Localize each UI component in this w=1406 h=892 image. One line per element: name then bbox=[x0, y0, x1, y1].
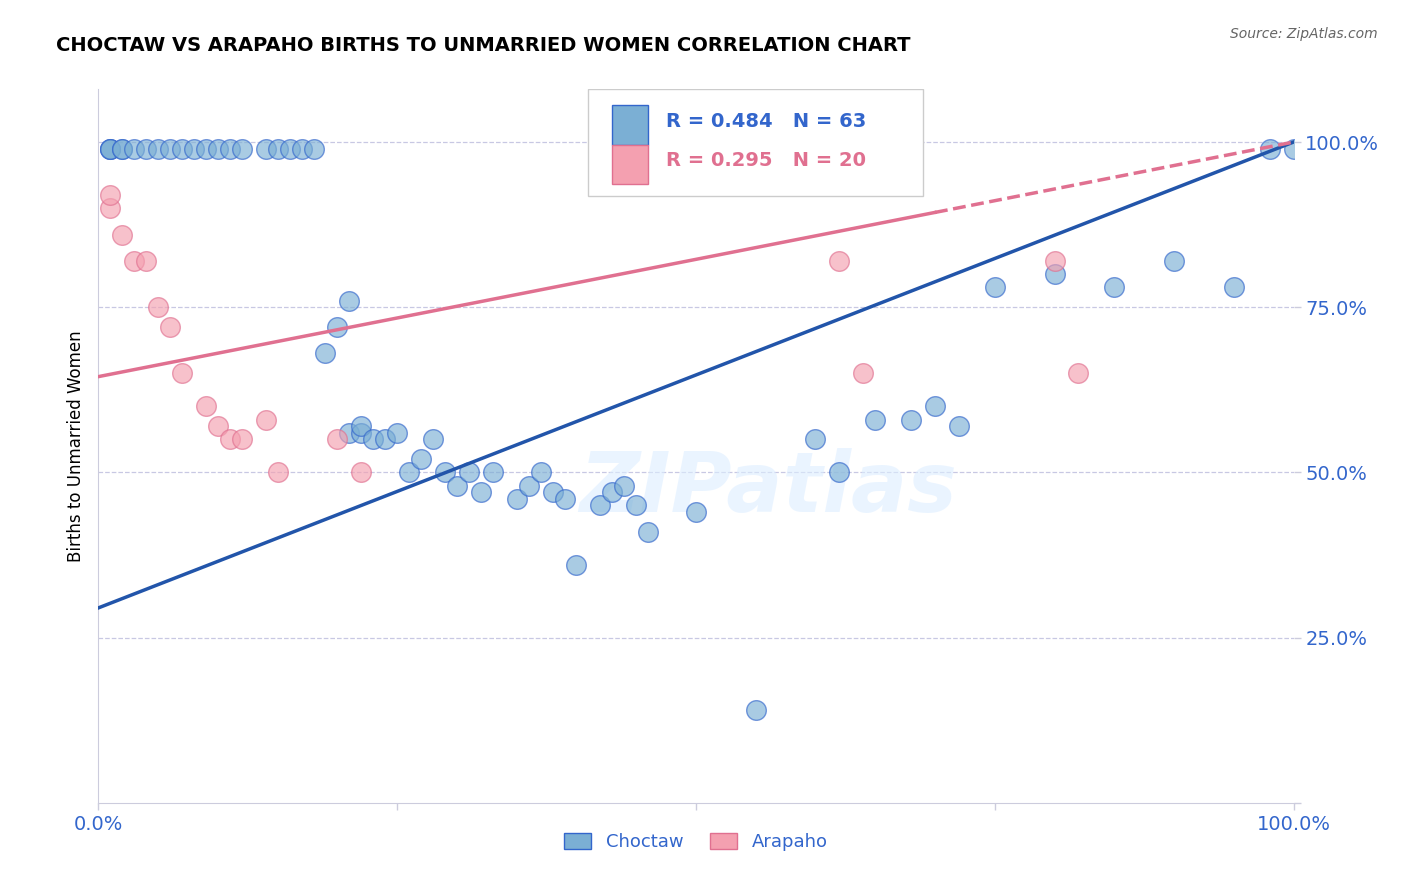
Point bbox=[219, 142, 242, 156]
Point bbox=[231, 142, 253, 156]
Point bbox=[231, 433, 253, 447]
Point bbox=[554, 491, 576, 506]
Point bbox=[98, 142, 122, 156]
Point bbox=[637, 524, 659, 539]
Point bbox=[302, 142, 325, 156]
Point bbox=[183, 142, 205, 156]
Point bbox=[411, 452, 433, 467]
Point bbox=[517, 478, 540, 492]
Point bbox=[350, 419, 373, 434]
Point bbox=[159, 320, 181, 334]
Point bbox=[924, 400, 946, 414]
Point bbox=[1282, 142, 1305, 156]
Point bbox=[98, 142, 122, 156]
Point bbox=[852, 367, 875, 381]
Point bbox=[267, 466, 290, 480]
FancyBboxPatch shape bbox=[589, 89, 922, 196]
Point bbox=[1043, 267, 1066, 281]
Point bbox=[541, 485, 564, 500]
Point bbox=[159, 142, 181, 156]
Point bbox=[1258, 142, 1281, 156]
Point bbox=[398, 466, 420, 480]
Text: Source: ZipAtlas.com: Source: ZipAtlas.com bbox=[1230, 27, 1378, 41]
Point bbox=[98, 201, 122, 215]
Point bbox=[458, 466, 481, 480]
Point bbox=[984, 280, 1007, 294]
Point bbox=[1104, 280, 1126, 294]
Text: CHOCTAW VS ARAPAHO BIRTHS TO UNMARRIED WOMEN CORRELATION CHART: CHOCTAW VS ARAPAHO BIRTHS TO UNMARRIED W… bbox=[56, 36, 911, 54]
Point bbox=[1067, 367, 1090, 381]
Point bbox=[207, 142, 229, 156]
Point bbox=[207, 419, 229, 434]
Point bbox=[745, 703, 768, 717]
Point bbox=[111, 142, 134, 156]
Point bbox=[804, 433, 827, 447]
Point bbox=[865, 412, 887, 426]
Point bbox=[172, 367, 194, 381]
Point bbox=[326, 433, 349, 447]
Point bbox=[900, 412, 922, 426]
Point bbox=[219, 433, 242, 447]
FancyBboxPatch shape bbox=[613, 145, 648, 184]
Point bbox=[530, 466, 553, 480]
Point bbox=[172, 142, 194, 156]
Point bbox=[350, 425, 373, 440]
Legend: Choctaw, Arapaho: Choctaw, Arapaho bbox=[557, 825, 835, 858]
Point bbox=[685, 505, 707, 519]
Text: ZIPatlas: ZIPatlas bbox=[579, 449, 956, 529]
Point bbox=[1223, 280, 1246, 294]
Point bbox=[506, 491, 529, 506]
Text: R = 0.295   N = 20: R = 0.295 N = 20 bbox=[666, 151, 866, 170]
Point bbox=[124, 254, 146, 268]
Y-axis label: Births to Unmarried Women: Births to Unmarried Women bbox=[66, 330, 84, 562]
Point bbox=[363, 433, 385, 447]
Point bbox=[374, 433, 396, 447]
Point bbox=[1163, 254, 1185, 268]
Point bbox=[602, 485, 624, 500]
Point bbox=[1043, 254, 1066, 268]
Point bbox=[626, 499, 648, 513]
Point bbox=[434, 466, 457, 480]
Point bbox=[135, 254, 157, 268]
Point bbox=[326, 320, 349, 334]
Point bbox=[828, 466, 851, 480]
Point bbox=[948, 419, 970, 434]
Point bbox=[291, 142, 314, 156]
Point bbox=[565, 558, 588, 572]
Point bbox=[481, 466, 505, 480]
Point bbox=[385, 425, 409, 440]
Point bbox=[267, 142, 290, 156]
Point bbox=[446, 478, 468, 492]
Point bbox=[589, 499, 612, 513]
Point bbox=[98, 142, 122, 156]
Point bbox=[350, 466, 373, 480]
Point bbox=[278, 142, 301, 156]
Point bbox=[828, 254, 851, 268]
Point bbox=[135, 142, 157, 156]
Point bbox=[124, 142, 146, 156]
Point bbox=[195, 400, 218, 414]
Point bbox=[613, 478, 636, 492]
Point bbox=[470, 485, 492, 500]
Point bbox=[339, 293, 361, 308]
Point bbox=[111, 227, 134, 242]
Point bbox=[315, 346, 337, 360]
Point bbox=[98, 188, 122, 202]
Point bbox=[254, 142, 277, 156]
Text: R = 0.484   N = 63: R = 0.484 N = 63 bbox=[666, 112, 866, 131]
Point bbox=[148, 142, 170, 156]
Point bbox=[111, 142, 134, 156]
FancyBboxPatch shape bbox=[613, 105, 648, 145]
Point bbox=[195, 142, 218, 156]
Point bbox=[422, 433, 444, 447]
Point bbox=[148, 300, 170, 314]
Point bbox=[254, 412, 277, 426]
Point bbox=[339, 425, 361, 440]
